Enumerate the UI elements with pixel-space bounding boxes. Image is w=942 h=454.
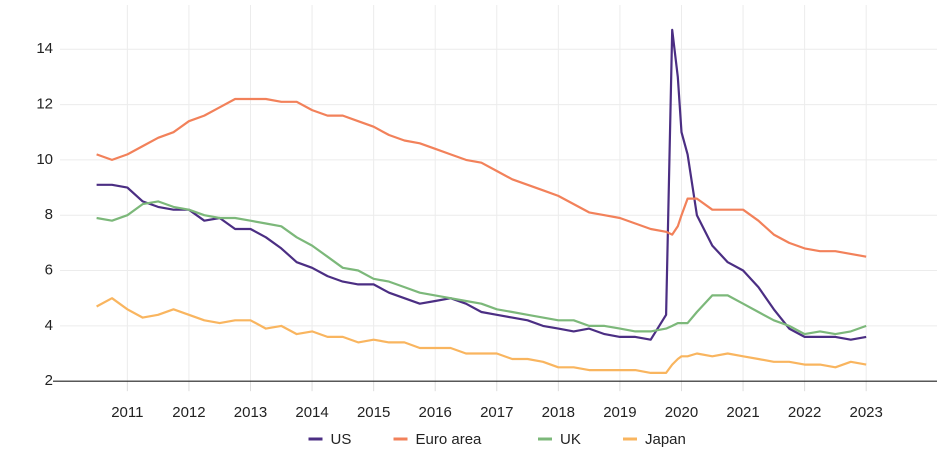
x-tick-label: 2021	[726, 404, 759, 421]
x-tick-label: 2017	[480, 404, 513, 421]
x-tick-label: 2018	[542, 404, 575, 421]
line-series	[96, 297, 867, 374]
y-tick-label: 2	[45, 372, 53, 389]
line-series	[96, 28, 867, 341]
legend-label: Japan	[645, 431, 686, 448]
legend-item: Euro area	[393, 431, 483, 448]
legend-label: US	[331, 431, 352, 448]
y-tick-label: 10	[36, 151, 53, 168]
x-tick-label: 2013	[234, 404, 267, 421]
line-series	[96, 200, 867, 336]
y-tick-label: 8	[45, 206, 53, 223]
legend-label: UK	[560, 431, 581, 448]
x-tick-label: 2016	[419, 404, 452, 421]
x-tick-label: 2020	[665, 404, 698, 421]
legend-item: US	[308, 431, 352, 448]
legend-label: Euro area	[416, 431, 483, 448]
y-tick-label: 12	[36, 96, 53, 113]
x-tick-label: 2015	[357, 404, 390, 421]
line-series	[96, 97, 867, 258]
legend-item: UK	[538, 431, 581, 448]
x-tick-label: 2011	[111, 404, 143, 421]
x-tick-label: 2023	[850, 404, 883, 421]
y-tick-label: 4	[45, 317, 53, 334]
x-tick-label: 2014	[295, 404, 328, 421]
y-tick-label: 14	[36, 40, 53, 57]
x-tick-label: 2022	[788, 404, 821, 421]
x-tick-label: 2019	[603, 404, 636, 421]
legend-item: Japan	[623, 431, 686, 448]
x-tick-label: 2012	[172, 404, 205, 421]
y-tick-label: 6	[45, 262, 53, 279]
